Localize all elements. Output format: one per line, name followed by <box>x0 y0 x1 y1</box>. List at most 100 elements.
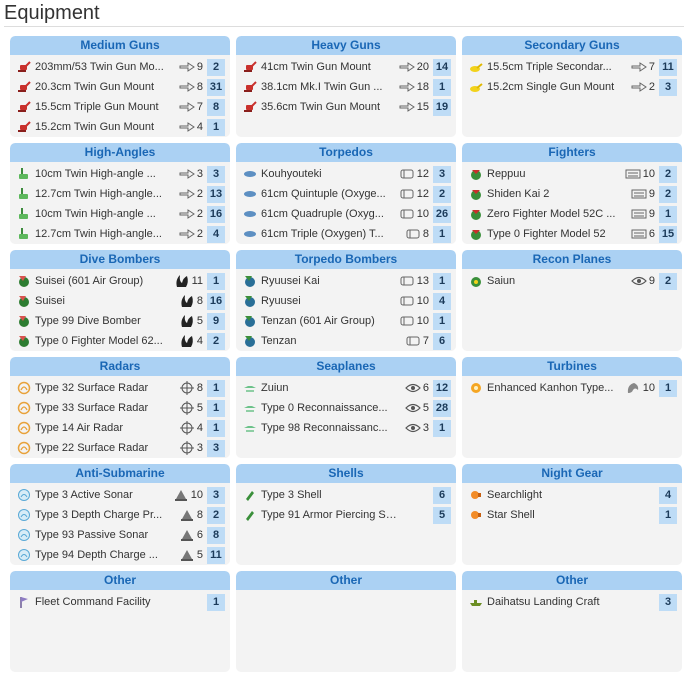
equipment-item[interactable]: Enhanced Kanhon Type... 10 1 <box>462 378 682 398</box>
equipment-name: Reppuu <box>487 168 526 180</box>
equipment-item[interactable]: Daihatsu Landing Craft 3 <box>462 592 682 612</box>
equipment-stat: 4 <box>179 334 203 348</box>
equipment-item[interactable]: 10cm Twin High-angle ... 3 3 <box>10 164 230 184</box>
equipment-item[interactable]: Type 0 Fighter Model 52 6 15 <box>462 224 682 244</box>
equipment-item[interactable]: Star Shell 1 <box>462 505 682 525</box>
stat-value: 6 <box>196 529 203 541</box>
bomber-plane-icon <box>16 333 32 349</box>
equipment-item[interactable]: Type 3 Active Sonar 10 3 <box>10 485 230 505</box>
equipment-item[interactable]: 15.2cm Single Gun Mount 2 3 <box>462 77 682 97</box>
equipment-item[interactable]: Tenzan 7 6 <box>236 331 456 351</box>
equipment-item[interactable]: Type 22 Surface Radar 3 3 <box>10 438 230 458</box>
equipment-item[interactable]: Type 93 Passive Sonar 6 8 <box>10 525 230 545</box>
count-badge: 4 <box>433 293 451 310</box>
equipment-item[interactable]: 15.5cm Triple Secondar... 7 11 <box>462 57 682 77</box>
equipment-stat: 9 <box>631 187 655 201</box>
panel-header: Radars <box>10 357 230 376</box>
equipment-item[interactable]: Zuiun 6 12 <box>236 378 456 398</box>
dive-bomb-icon <box>174 274 190 288</box>
stat-value: 5 <box>196 549 203 561</box>
equipment-name: 15.5cm Triple Gun Mount <box>35 101 159 113</box>
night-gear-icon <box>468 507 484 523</box>
equipment-item[interactable]: Fleet Command Facility 1 <box>10 592 230 612</box>
equipment-item[interactable]: Ryuusei 10 4 <box>236 291 456 311</box>
equipment-list: 41cm Twin Gun Mount 20 14 38.1cm Mk.I Twin … <box>236 55 456 117</box>
count-badge: 1 <box>433 313 451 330</box>
firepower-icon <box>399 60 415 74</box>
equipment-name: 10cm Twin High-angle ... <box>35 208 156 220</box>
equipment-item[interactable]: Kouhyouteki 12 3 <box>236 164 456 184</box>
equipment-item[interactable]: Type 0 Fighter Model 62... 4 2 <box>10 331 230 351</box>
equipment-item[interactable]: 12.7cm Twin High-angle... 2 4 <box>10 224 230 244</box>
torpedo-bomber-icon <box>242 333 258 349</box>
page-title: Equipment <box>4 2 100 24</box>
anti-air-icon <box>625 167 641 181</box>
equipment-item[interactable]: 35.6cm Twin Gun Mount 15 19 <box>236 97 456 117</box>
equipment-item[interactable]: Searchlight 4 <box>462 485 682 505</box>
equipment-list: 203mm/53 Twin Gun Mo... 9 2 20.3cm Twin Gun… <box>10 55 230 137</box>
equipment-item[interactable]: Suisei (601 Air Group) 11 1 <box>10 271 230 291</box>
equipment-item[interactable]: Type 32 Surface Radar 8 1 <box>10 378 230 398</box>
equipment-name: Type 98 Reconnaissanc... <box>261 422 388 434</box>
equipment-item[interactable]: 61cm Quintuple (Oxyge... 12 2 <box>236 184 456 204</box>
equipment-item[interactable]: Type 3 Depth Charge Pr... 8 2 <box>10 505 230 525</box>
equipment-name: Ryuusei <box>261 295 301 307</box>
equipment-item[interactable]: Type 99 Dive Bomber 5 9 <box>10 311 230 331</box>
asw-icon <box>173 488 189 502</box>
panel-night-gear: Night Gear Searchlight 4 Star Shell 1 <box>462 464 682 565</box>
firepower-icon <box>179 187 195 201</box>
red-gun-icon <box>242 99 258 115</box>
equipment-item[interactable]: 20.3cm Twin Gun Mount 8 31 <box>10 77 230 97</box>
equipment-name: Zero Fighter Model 52C ... <box>487 208 616 220</box>
equipment-item[interactable]: Reppuu 10 2 <box>462 164 682 184</box>
count-badge: 16 <box>207 293 225 310</box>
equipment-item[interactable]: 12.7cm Twin High-angle... 2 13 <box>10 184 230 204</box>
equipment-item[interactable]: Type 0 Reconnaissance... 5 28 <box>236 398 456 418</box>
count-badge: 1 <box>433 420 451 437</box>
equipment-name: Enhanced Kanhon Type... <box>487 382 614 394</box>
recon-plane-icon <box>468 273 484 289</box>
stat-value: 18 <box>416 81 429 93</box>
equipment-item[interactable]: Type 98 Reconnaissanc... 3 1 <box>236 418 456 438</box>
stat-value: 11 <box>191 275 203 287</box>
yellow-gun-icon <box>468 59 484 75</box>
equipment-item[interactable]: 15.5cm Triple Gun Mount 7 8 <box>10 97 230 117</box>
panel-header: Recon Planes <box>462 250 682 269</box>
equipment-item[interactable]: 61cm Triple (Oxygen) T... 8 1 <box>236 224 456 244</box>
equipment-item[interactable]: Tenzan (601 Air Group) 10 1 <box>236 311 456 331</box>
equipment-item[interactable]: Type 33 Surface Radar 5 1 <box>10 398 230 418</box>
fighter-plane-icon <box>468 186 484 202</box>
torpedo-bomber-icon <box>242 293 258 309</box>
count-badge: 1 <box>207 273 225 290</box>
equipment-item[interactable]: Type 94 Depth Charge ... 5 11 <box>10 545 230 565</box>
stat-value: 2 <box>196 188 203 200</box>
equipment-item[interactable]: 41cm Twin Gun Mount 20 14 <box>236 57 456 77</box>
panel-header: Other <box>462 571 682 590</box>
stat-value: 8 <box>196 382 203 394</box>
equipment-item[interactable]: 61cm Quadruple (Oxyg... 10 26 <box>236 204 456 224</box>
equipment-item[interactable]: Ryuusei Kai 13 1 <box>236 271 456 291</box>
equipment-item[interactable]: Saiun 9 2 <box>462 271 682 291</box>
panel-header: Seaplanes <box>236 357 456 376</box>
panel-header: Shells <box>236 464 456 483</box>
stat-value: 2 <box>196 208 203 220</box>
count-badge: 1 <box>207 400 225 417</box>
equipment-stat: 2 <box>179 207 203 221</box>
equipment-item[interactable]: Zero Fighter Model 52C ... 9 1 <box>462 204 682 224</box>
count-badge: 8 <box>207 527 225 544</box>
stat-value: 9 <box>196 61 203 73</box>
equipment-item[interactable]: Type 91 Armor Piercing Shell 5 <box>236 505 456 525</box>
equipment-item[interactable]: Suisei 8 16 <box>10 291 230 311</box>
stat-value: 3 <box>196 442 203 454</box>
landing-craft-icon <box>468 594 484 610</box>
torpedo-stat-icon <box>399 274 415 288</box>
equipment-item[interactable]: 15.2cm Twin Gun Mount 4 1 <box>10 117 230 137</box>
equipment-item[interactable]: Type 14 Air Radar 4 1 <box>10 418 230 438</box>
equipment-item[interactable]: 203mm/53 Twin Gun Mo... 9 2 <box>10 57 230 77</box>
count-badge: 15 <box>659 226 677 243</box>
red-gun-icon <box>242 59 258 75</box>
equipment-item[interactable]: 10cm Twin High-angle ... 2 16 <box>10 204 230 224</box>
equipment-item[interactable]: Type 3 Shell 6 <box>236 485 456 505</box>
equipment-item[interactable]: 38.1cm Mk.I Twin Gun ... 18 1 <box>236 77 456 97</box>
